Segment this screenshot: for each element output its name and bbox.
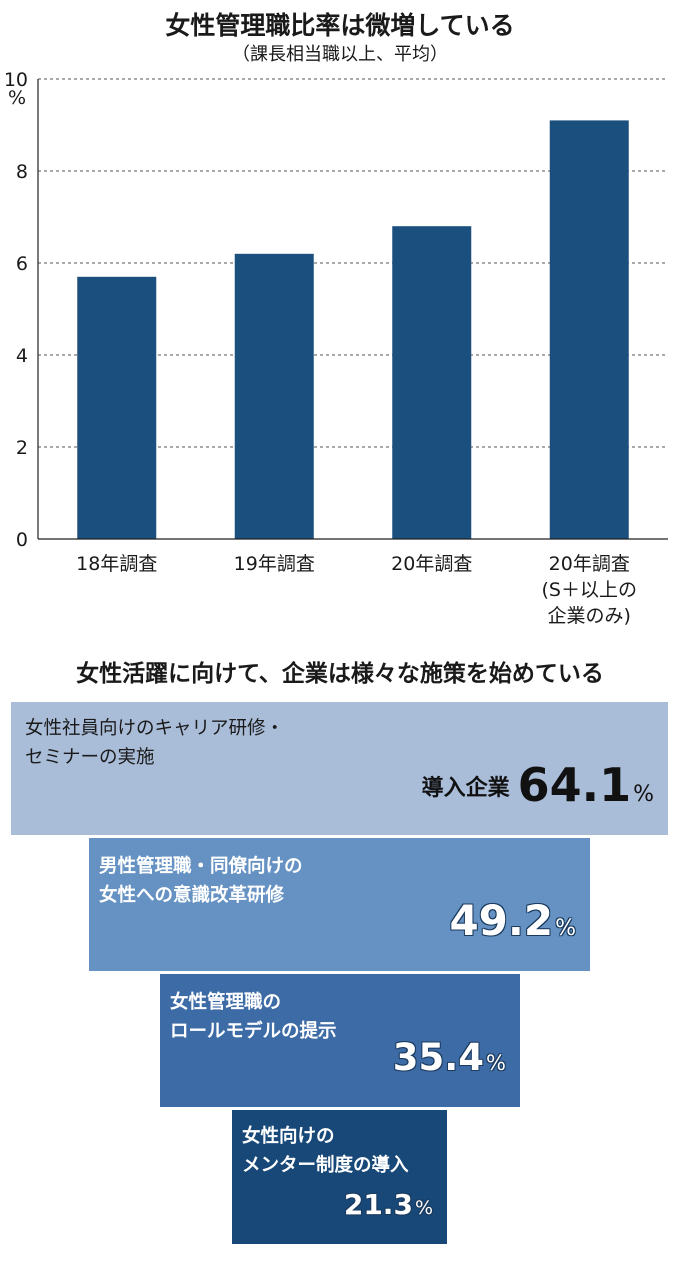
x-tick-label: 20年調査(S＋以上の企業のみ) (542, 553, 637, 627)
measure-value: 35.4% (393, 1036, 506, 1079)
measure-band: 女性向けの メンター制度の導入 21.3% (232, 1110, 447, 1244)
bar-chart: 0 2 4 6 8 10 % 18年調査 19年調査 20年調査 20年調査(S＋以上の企業のみ… (4, 69, 668, 627)
measure-value: 導入企業 64.1% (422, 758, 654, 812)
y-tick-label: 2 (16, 437, 28, 459)
y-tick-label: 0 (16, 529, 28, 551)
measure-value-number: 21.3 (343, 1188, 413, 1221)
bar (234, 253, 314, 540)
measure-value-prefix: 導入企業 (421, 776, 510, 801)
chart-subtitle: （課長相当職以上、平均） (232, 44, 448, 65)
measure-label: 女性管理職の ロールモデルの提示 (170, 992, 337, 1042)
x-tick-label: 18年調査 (76, 553, 157, 575)
measure-value: 49.2% (449, 896, 576, 945)
x-tick-label: 19年調査 (234, 553, 315, 575)
bar (549, 120, 629, 540)
y-tick-label: 8 (16, 161, 28, 183)
measure-band: 男性管理職・同僚向けの 女性への意識改革研修 49.2% (89, 838, 590, 971)
measure-label: 男性管理職・同僚向けの 女性への意識改革研修 (99, 856, 303, 906)
measure-value-unit: % (486, 1051, 506, 1075)
measure-value-unit: % (633, 782, 654, 807)
measures-title: 女性活躍に向けて、企業は様々な施策を始めている (76, 661, 604, 687)
x-tick-label: 20年調査 (391, 553, 472, 575)
measure-value-unit: % (555, 916, 576, 941)
measure-value-unit: % (414, 1197, 433, 1219)
chart-title: 女性管理職比率は微増している (165, 11, 515, 40)
bar (77, 276, 157, 539)
y-tick-label: 6 (16, 253, 28, 275)
measure-value-number: 49.2 (449, 896, 554, 945)
bar (392, 226, 472, 539)
y-tick-label: 10 (4, 69, 28, 91)
y-tick-label: 4 (16, 345, 28, 367)
measure-label: 女性向けの メンター制度の導入 (242, 1126, 409, 1176)
measure-band: 女性社員向けのキャリア研修・ セミナーの実施導入企業 64.1% (11, 702, 668, 835)
measure-value-number: 35.4 (392, 1036, 485, 1079)
y-axis-unit: % (8, 87, 26, 109)
measure-band: 女性管理職の ロールモデルの提示 35.4% (160, 974, 520, 1107)
measure-value: 21.3% (344, 1188, 433, 1221)
measure-label: 女性社員向けのキャリア研修・ セミナーの実施 (25, 718, 285, 768)
measure-value-number: 64.1 (517, 758, 632, 812)
